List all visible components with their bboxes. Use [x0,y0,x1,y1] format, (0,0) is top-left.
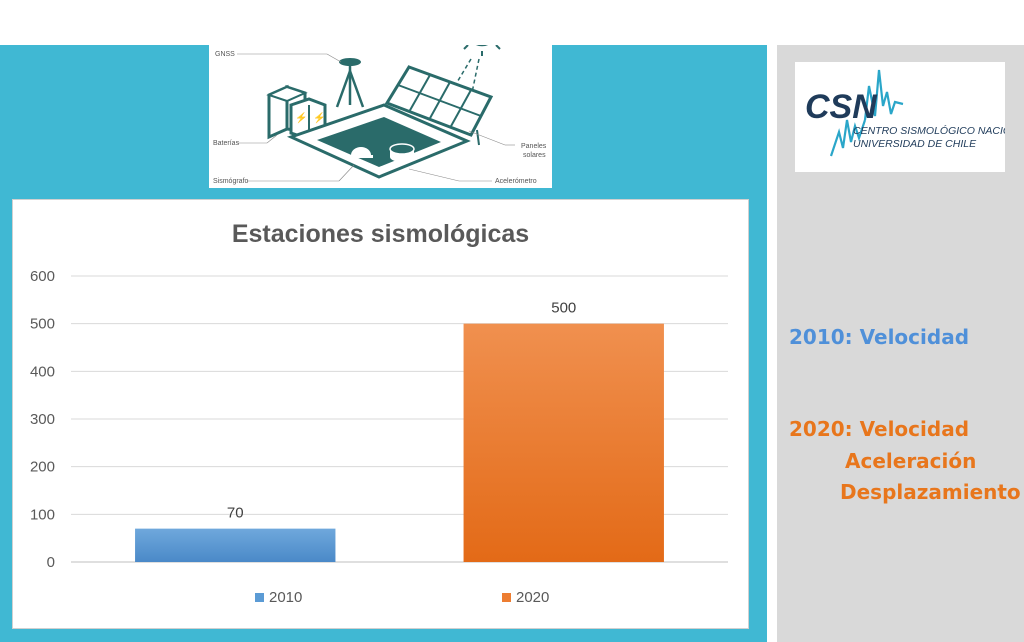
legend-item-2010: 2010 [255,589,302,606]
data-label-2020: 500 [551,300,576,317]
csn-logo: CSN CENTRO SISMOLÓGICO NACIONAL UNIVERSI… [795,62,1024,172]
chart-card: Estaciones sismológicas 0 100 200 300 400 500… [12,199,749,629]
chart-legend: 2010 2020 [13,589,748,611]
label-acelerometro: Acelerómetro [495,178,537,185]
svg-text:⚡: ⚡ [295,111,307,124]
battery-icon: ⚡ ⚡ [266,84,327,141]
note-2020-line3: Desplazamiento [840,480,1021,504]
csn-logo-svg: CSN CENTRO SISMOLÓGICO NACIONAL UNIVERSI… [805,69,1024,157]
top-strip [0,0,1024,45]
bar-2010 [135,528,336,562]
legend-swatch-2020 [502,593,511,602]
label-paneles-2: solares [523,152,546,159]
legend-label-2020: 2020 [516,589,550,606]
gnss-antenna-icon [335,58,365,108]
logo-line1: CENTRO SISMOLÓGICO NACIONAL [853,124,1005,137]
legend-item-2020: 2020 [502,589,549,606]
accelerometer-icon [389,143,415,162]
y-tick-label: 200 [30,459,55,476]
label-paneles-1: Paneles [521,143,547,150]
station-diagram: ⚡ ⚡ GNSS Baterías Sismógrafo Paneles [209,45,552,188]
solar-panel-icon [384,65,494,146]
legend-label-2010: 2010 [269,589,303,606]
data-label-2010: 70 [227,505,244,522]
note-2020-line2: Aceleración [845,449,977,473]
chart-title: Estaciones sismológicas [231,220,530,248]
bar-2020 [463,323,664,562]
y-tick-label: 500 [30,316,55,333]
y-tick-label: 0 [47,554,55,571]
note-2020-line1: 2020: Velocidad [789,417,970,441]
station-diagram-svg: ⚡ ⚡ GNSS Baterías Sismógrafo Paneles [213,45,547,185]
note-2010: 2010: Velocidad [789,325,970,349]
legend-swatch-2010 [255,593,264,602]
logo-mark: CSN [805,88,878,126]
label-baterias: Baterías [213,140,240,147]
y-tick-label: 300 [30,411,55,428]
svg-text:⚡: ⚡ [313,111,325,124]
label-gnss: GNSS [215,51,235,58]
logo-line2: UNIVERSIDAD DE CHILE [853,138,977,150]
y-tick-label: 400 [30,363,55,380]
y-tick-label: 600 [30,268,55,285]
chart-plot: 0 100 200 300 400 500 600 70 500 [30,268,728,571]
seismic-wave-icon [829,119,867,157]
label-sismografo: Sismógrafo [213,178,249,185]
y-tick-label: 100 [30,506,55,523]
